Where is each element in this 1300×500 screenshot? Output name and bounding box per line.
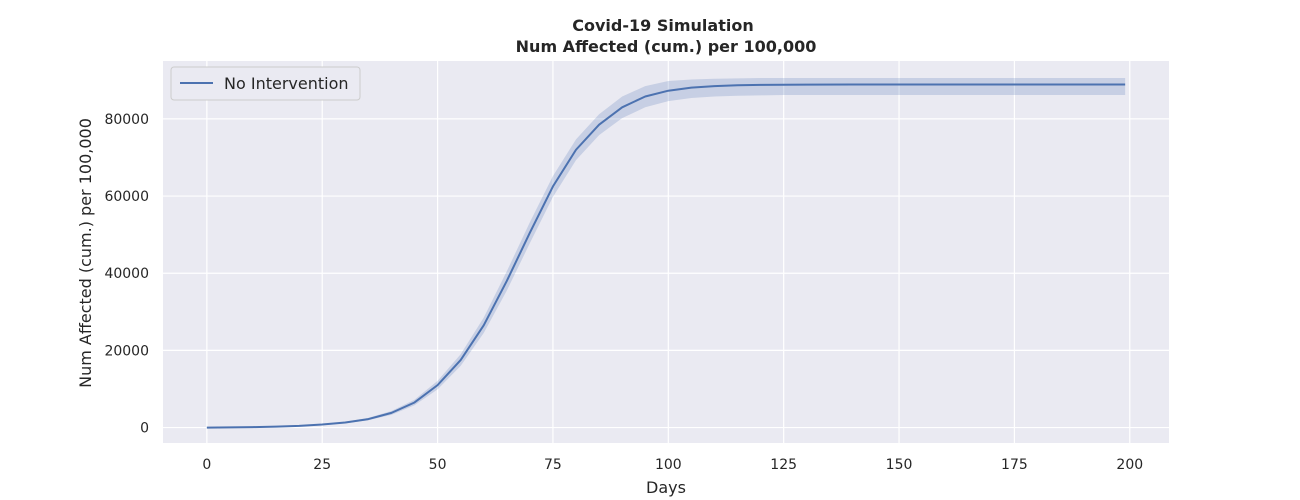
x-tick-label: 150 [886,457,913,473]
chart-subtitle: Num Affected (cum.) per 100,000 [516,37,817,56]
y-tick-label: 40000 [104,266,149,282]
x-tick-label: 175 [1001,457,1028,473]
legend-box [170,66,361,101]
series-line-no-intervention [206,83,1126,429]
x-tick-label: 50 [429,457,447,473]
y-tick-label: 60000 [104,189,149,205]
x-tick-label: 0 [202,457,211,473]
grid-lines [163,61,1169,443]
x-tick-label: 125 [770,457,797,473]
x-axis-label: Days [646,478,686,497]
y-axis-label: Num Affected (cum.) per 100,000 [76,118,95,388]
legend-label: No Intervention [224,74,349,93]
y-tick-label: 20000 [104,343,149,359]
y-tick-label: 0 [140,421,149,437]
chart-title: Covid-19 Simulation [572,16,753,35]
x-tick-label: 75 [544,457,562,473]
plot-area [163,61,1169,443]
x-tick-label: 25 [313,457,331,473]
tick-labels: 0 25 50 75 100 125 150 175 200 0 20000 40000 60000 80… [104,112,1143,473]
x-tick-label: 200 [1116,457,1143,473]
x-tick-label: 100 [655,457,682,473]
y-tick-label: 80000 [104,112,149,128]
legend: No Intervention [170,66,361,101]
